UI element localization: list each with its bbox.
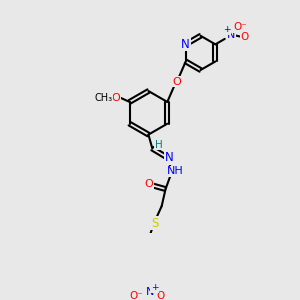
- Text: N: N: [146, 287, 154, 297]
- Text: +: +: [151, 284, 158, 292]
- Text: O: O: [145, 178, 154, 189]
- Text: +: +: [223, 25, 231, 34]
- Text: H: H: [155, 140, 162, 150]
- Text: N: N: [227, 30, 235, 40]
- Text: O⁻: O⁻: [129, 291, 143, 300]
- Text: O: O: [111, 93, 120, 103]
- Text: O: O: [172, 77, 181, 87]
- Text: O: O: [157, 291, 165, 300]
- Text: NH: NH: [167, 166, 183, 176]
- Text: N: N: [165, 152, 174, 164]
- Text: N: N: [182, 38, 190, 51]
- Text: O⁻: O⁻: [233, 22, 247, 32]
- Text: S: S: [151, 217, 158, 230]
- Text: CH₃: CH₃: [94, 93, 112, 103]
- Text: O: O: [241, 32, 249, 42]
